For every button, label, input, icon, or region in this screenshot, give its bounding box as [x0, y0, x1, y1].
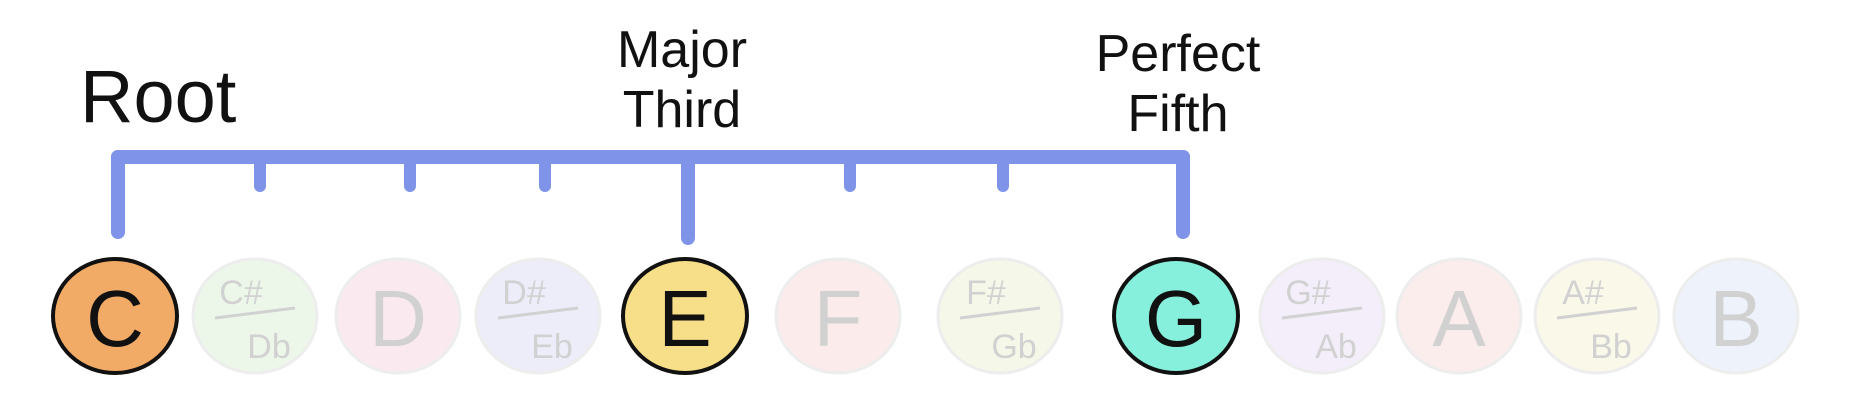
major-third-label-line2: Third [623, 81, 741, 139]
note-row: C C# Db D D# Eb E F F# Gb G G# Ab A A# Bb B [51, 257, 1800, 375]
note-circle [334, 257, 462, 375]
note-divider [1281, 306, 1363, 320]
note-label: E [658, 274, 711, 363]
note-label: B [1709, 274, 1762, 363]
perfect-fifth-label-line1: Perfect [1096, 25, 1261, 83]
note-a-sharp-bb: A# Bb [1533, 257, 1661, 375]
note-g-sharp-ab: G# Ab [1258, 257, 1386, 375]
note-d-sharp-eb: D# Eb [474, 257, 602, 375]
note-divider [959, 306, 1041, 320]
note-circle [936, 257, 1064, 375]
note-divider [497, 306, 579, 320]
root-label: Root [80, 55, 237, 138]
note-g: G [1112, 257, 1240, 375]
note-circle [1672, 257, 1800, 375]
note-b: B [1672, 257, 1800, 375]
note-circle [1258, 257, 1386, 375]
note-d: D [334, 257, 462, 375]
note-flat-label: Gb [991, 328, 1036, 366]
note-c-sharp-db: C# Db [191, 257, 319, 375]
note-label: G [1145, 274, 1207, 363]
note-sharp-label: C# [219, 274, 263, 312]
note-circle [774, 257, 902, 375]
note-circle [1395, 257, 1523, 375]
note-circle [51, 257, 179, 375]
note-divider [1556, 306, 1638, 320]
note-e: E [621, 257, 749, 375]
note-circle [621, 257, 749, 375]
note-f-sharp-gb: F# Gb [936, 257, 1064, 375]
note-flat-label: Eb [531, 328, 573, 366]
major-third-label-line1: Major [617, 21, 747, 79]
note-circle [191, 257, 319, 375]
note-label: C [86, 274, 144, 363]
note-label: D [369, 274, 427, 363]
note-label: F [814, 274, 863, 363]
note-flat-label: Db [247, 328, 290, 366]
note-sharp-label: G# [1285, 274, 1330, 312]
note-sharp-label: A# [1562, 274, 1604, 312]
note-f: F [774, 257, 902, 375]
semitone-bracket [111, 150, 1190, 245]
note-a: A [1395, 257, 1523, 375]
perfect-fifth-label-line2: Fifth [1127, 85, 1228, 143]
note-flat-label: Ab [1315, 328, 1357, 366]
note-circle [1112, 257, 1240, 375]
note-c: C [51, 257, 179, 375]
note-sharp-label: D# [502, 274, 546, 312]
note-divider [214, 306, 296, 320]
note-circle [1533, 257, 1661, 375]
note-sharp-label: F# [966, 274, 1006, 312]
note-circle [474, 257, 602, 375]
note-label: A [1432, 274, 1486, 363]
note-flat-label: Bb [1590, 328, 1632, 366]
